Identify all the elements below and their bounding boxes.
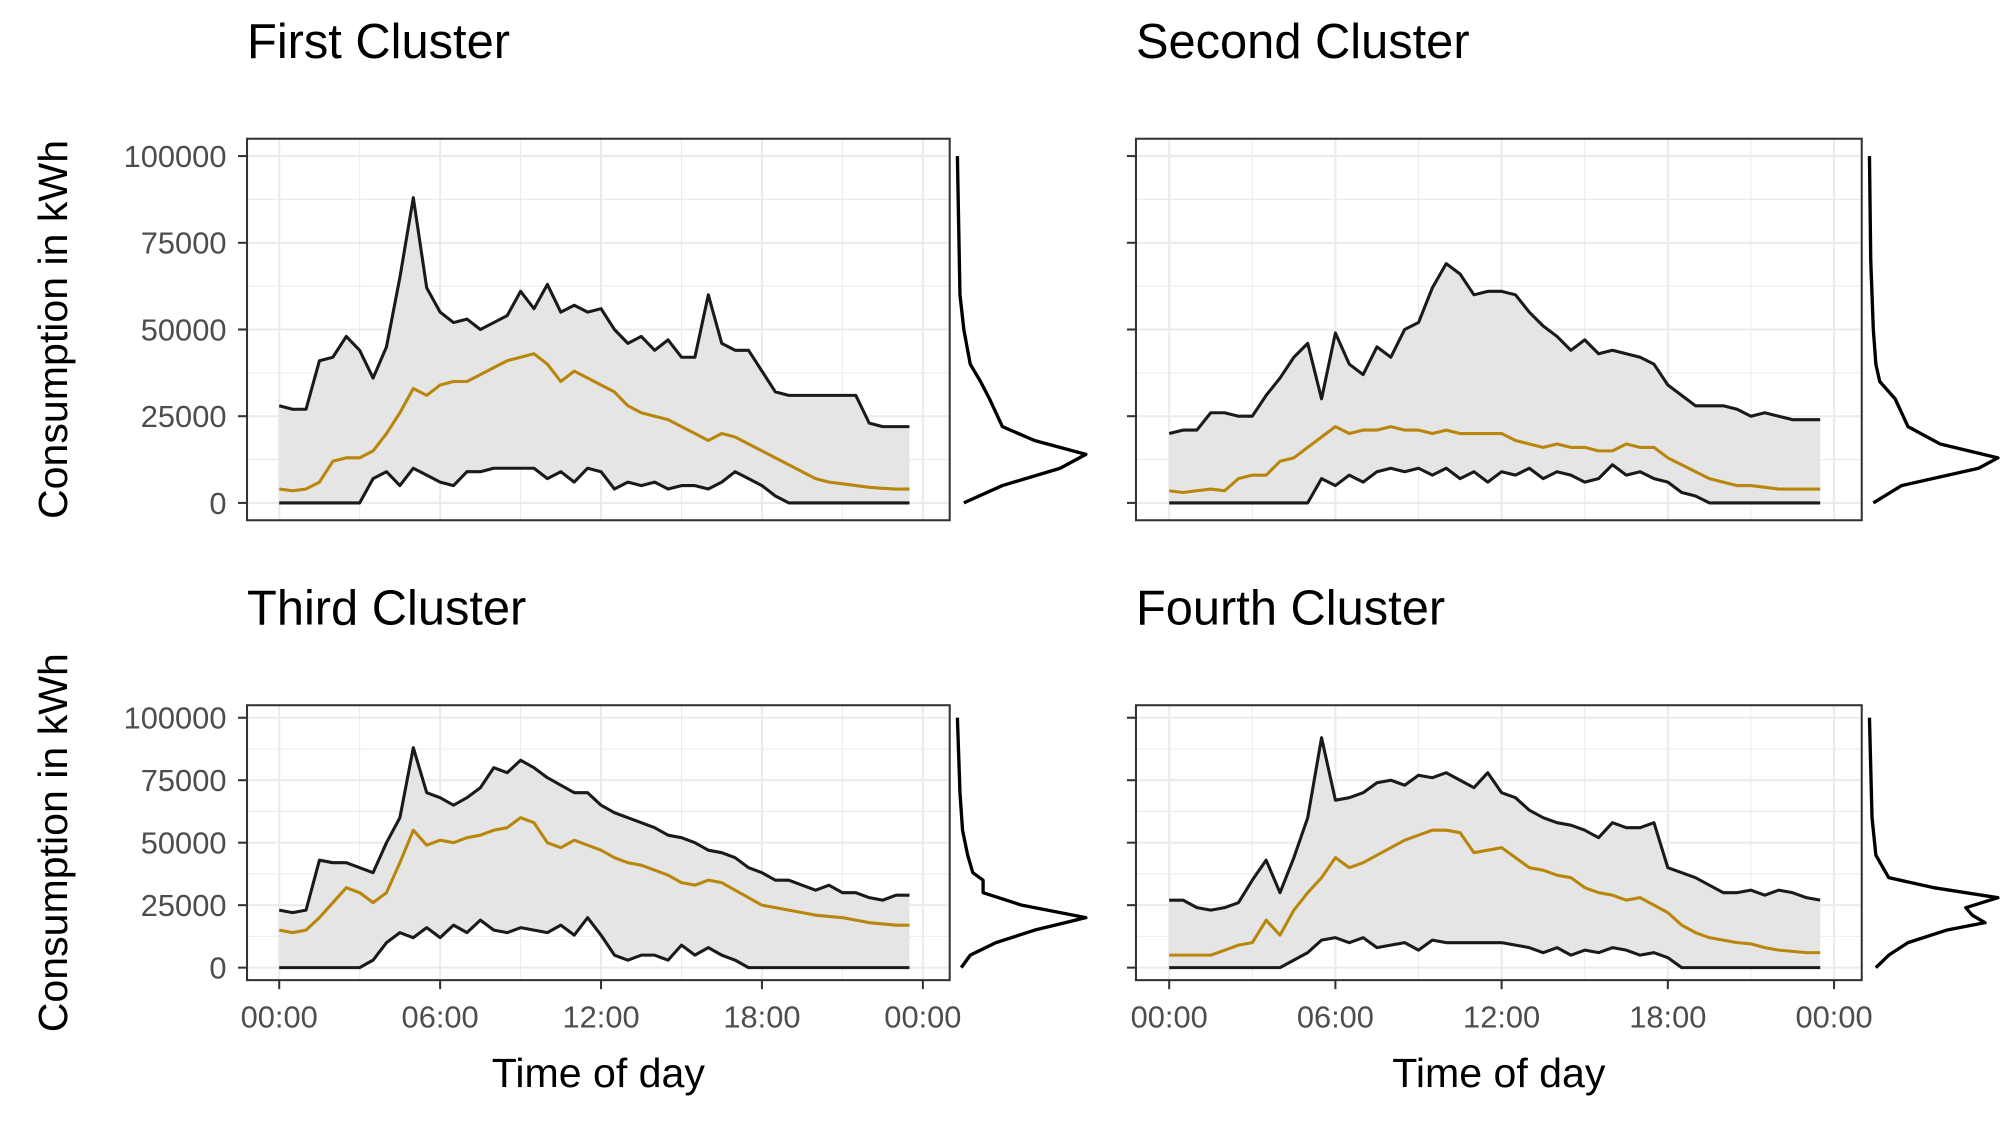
- x-tick-label: 18:00: [1629, 1000, 1706, 1035]
- y-tick-label: 75000: [141, 763, 227, 798]
- panel-border: [246, 704, 951, 982]
- series-line: [278, 746, 910, 915]
- panel-title: Third Cluster: [247, 581, 526, 635]
- series-line: [1169, 736, 1821, 912]
- y-tick-label: 75000: [141, 226, 227, 261]
- density-curve: [955, 156, 1088, 505]
- panel-border: [1134, 137, 1863, 522]
- panel-title: First Cluster: [247, 15, 510, 69]
- x-tick-label: 00:00: [241, 1000, 318, 1035]
- x-tick-label: 00:00: [1795, 1000, 1872, 1035]
- y-tick-label: 50000: [141, 312, 227, 347]
- y-tick-label: 0: [209, 951, 226, 986]
- series-line: [1168, 262, 1821, 436]
- x-tick-label: 06:00: [1297, 1000, 1374, 1035]
- x-axis-label: Time of day: [1392, 1050, 1606, 1096]
- series-line: [278, 816, 910, 935]
- x-tick-label: 12:00: [562, 1000, 639, 1035]
- series-line: [279, 466, 910, 505]
- density-curve: [955, 717, 1088, 969]
- y-tick-label: 25000: [141, 888, 227, 923]
- x-tick-label: 00:00: [1131, 1000, 1208, 1035]
- x-tick-label: 00:00: [884, 1000, 961, 1035]
- panel-title: Second Cluster: [1136, 15, 1470, 69]
- range-band: [1169, 737, 1821, 968]
- series-line: [278, 196, 910, 429]
- panel-title: Fourth Cluster: [1136, 581, 1445, 635]
- x-axis-label: Time of day: [492, 1050, 706, 1096]
- panel-border: [1134, 704, 1863, 982]
- y-axis-label: Consumption in kWh: [30, 653, 76, 1032]
- density-curve: [1867, 156, 2000, 505]
- panel-border: [246, 137, 951, 522]
- series-line: [279, 352, 910, 493]
- density-curve: [1867, 717, 2000, 969]
- series-line: [1169, 936, 1821, 970]
- range-band: [1169, 263, 1821, 503]
- y-tick-label: 100000: [124, 139, 227, 174]
- y-tick-label: 25000: [141, 399, 227, 434]
- series-line: [1169, 425, 1821, 495]
- series-line: [279, 916, 910, 970]
- range-band: [279, 747, 910, 968]
- x-tick-label: 06:00: [402, 1000, 479, 1035]
- y-tick-label: 100000: [124, 701, 227, 736]
- y-tick-label: 0: [209, 486, 226, 521]
- y-axis-label: Consumption in kWh: [30, 140, 76, 519]
- range-band: [279, 197, 910, 503]
- series-line: [1169, 463, 1821, 505]
- y-tick-label: 50000: [141, 826, 227, 861]
- series-line: [1169, 828, 1821, 957]
- x-tick-label: 12:00: [1463, 1000, 1540, 1035]
- x-tick-label: 18:00: [723, 1000, 800, 1035]
